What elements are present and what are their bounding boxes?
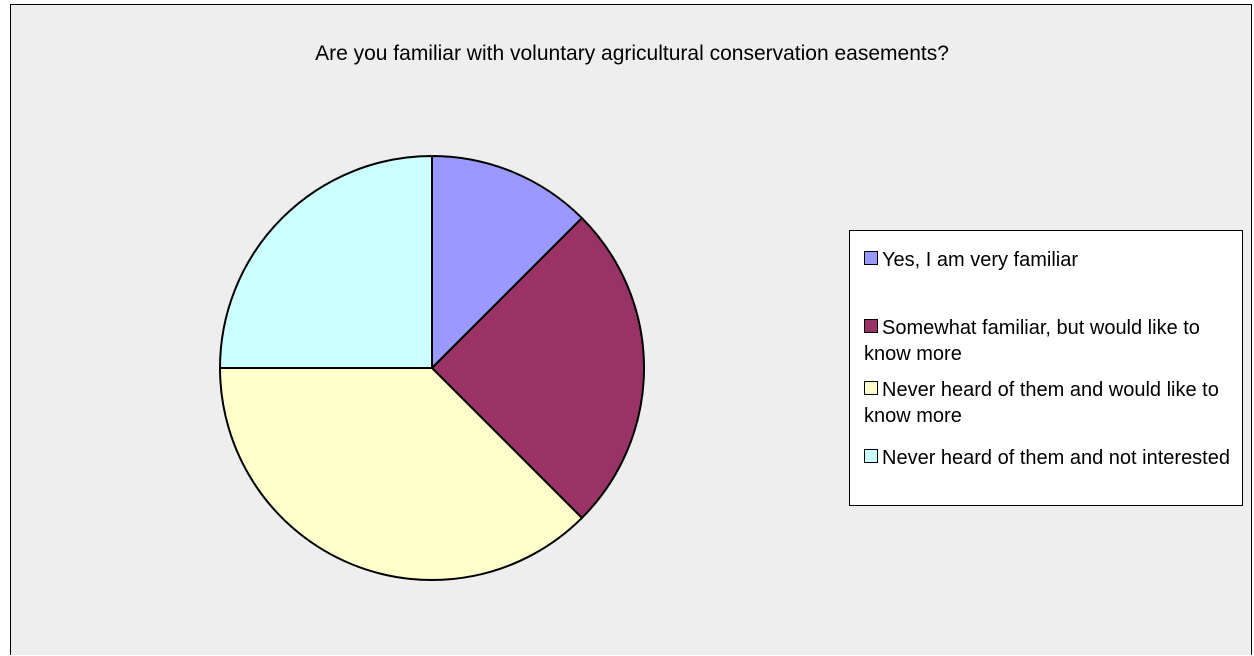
legend-item-very-familiar: Yes, I am very familiar (864, 247, 1234, 273)
pie-slice-never-heard-know-more (219, 367, 583, 582)
legend-swatch-never-heard-know-more (864, 381, 878, 395)
pie-chart (219, 155, 646, 582)
legend-swatch-very-familiar (864, 251, 878, 265)
legend-item-never-heard-not-interested: Never heard of them and not interested (864, 445, 1234, 471)
legend: Yes, I am very familiar Somewhat familia… (849, 230, 1243, 506)
pie-slice-never-heard-not-interested (219, 155, 433, 369)
legend-label-very-familiar: Yes, I am very familiar (882, 249, 1078, 271)
chart-title: Are you familiar with voluntary agricult… (315, 42, 949, 65)
legend-item-never-heard-know-more: Never heard of them and would like to kn… (864, 377, 1234, 429)
legend-swatch-never-heard-not-interested (864, 449, 878, 463)
legend-label-never-heard-not-interested: Never heard of them and not interested (882, 447, 1230, 469)
pie-slice-somewhat-familiar (431, 217, 646, 519)
legend-label-never-heard-know-more: Never heard of them and would like to kn… (864, 379, 1219, 427)
legend-swatch-somewhat-familiar (864, 319, 878, 333)
legend-item-somewhat-familiar: Somewhat familiar, but would like to kno… (864, 315, 1234, 367)
chart-area: Are you familiar with voluntary agricult… (10, 4, 1252, 655)
legend-label-somewhat-familiar: Somewhat familiar, but would like to kno… (864, 317, 1200, 365)
pie-slice-very-familiar (431, 155, 583, 369)
